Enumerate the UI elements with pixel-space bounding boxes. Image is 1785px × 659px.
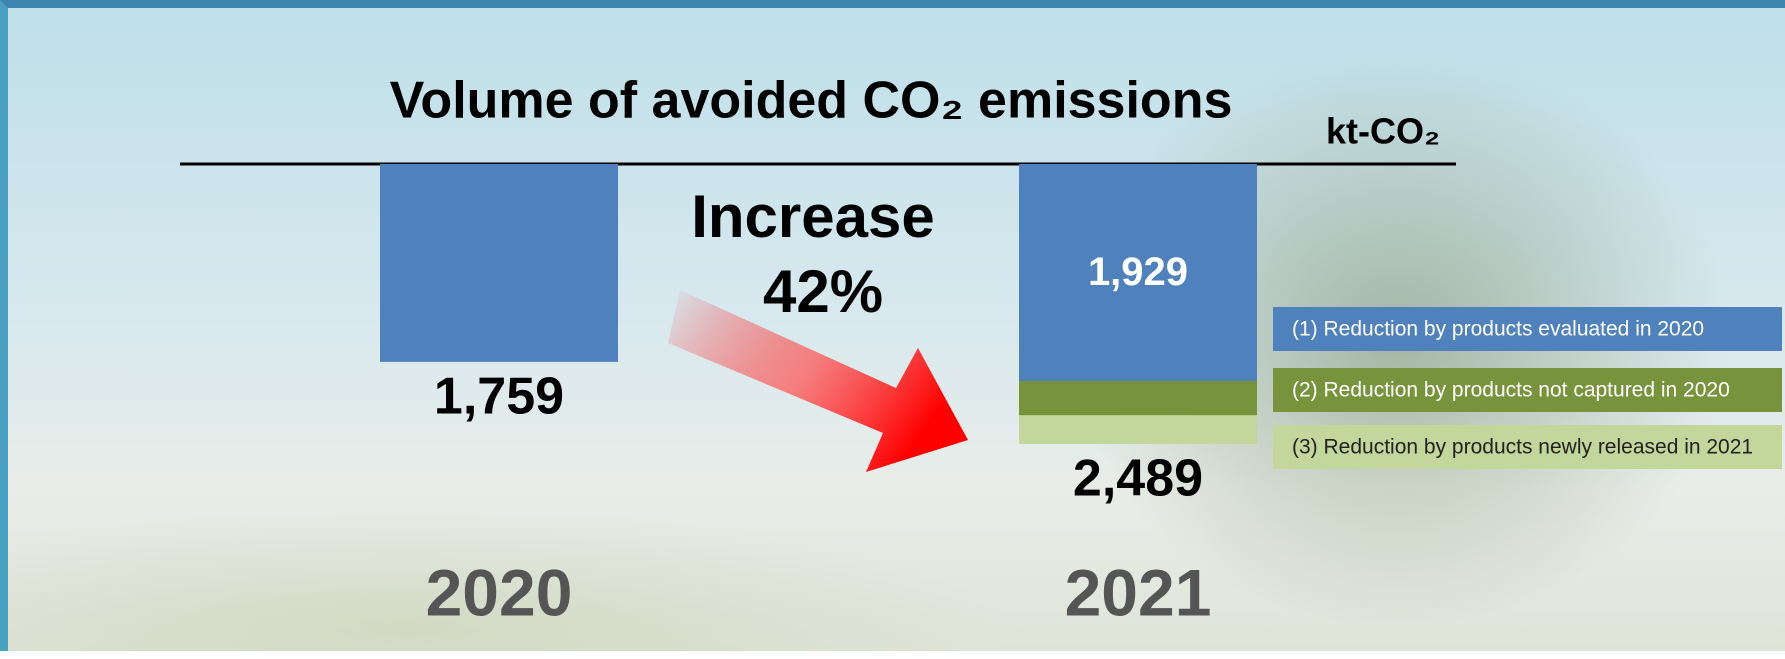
bar-segment [1019,381,1257,416]
bar-segment [1019,164,1257,382]
bar-segment [380,164,618,362]
annotation: 42% [763,258,883,325]
chart: Volume of avoided CO₂ emissions kt-CO₂ I… [180,72,1782,629]
annotation: Increase [691,183,935,250]
legend-swatch [1273,307,1782,351]
total-label: 1,759 [434,368,564,426]
legend-swatch [1273,368,1782,412]
legend-label: (1) Reduction by products evaluated in 2… [1292,318,1704,341]
total-label: 2,489 [1073,450,1203,508]
x-tick-label: 2020 [426,555,573,629]
chart-title: Volume of avoided CO₂ emissions [390,72,1233,130]
x-tick-label: 2021 [1065,555,1212,629]
increase-arrow [668,290,968,472]
legend-swatch [1273,425,1782,469]
bar-segment [1019,415,1257,444]
unit-label: kt-CO₂ [1326,111,1440,152]
legend-label: (3) Reduction by products newly released… [1292,436,1753,459]
legend-label: (2) Reduction by products not captured i… [1292,379,1730,402]
value-label: 1,929 [1088,250,1188,294]
